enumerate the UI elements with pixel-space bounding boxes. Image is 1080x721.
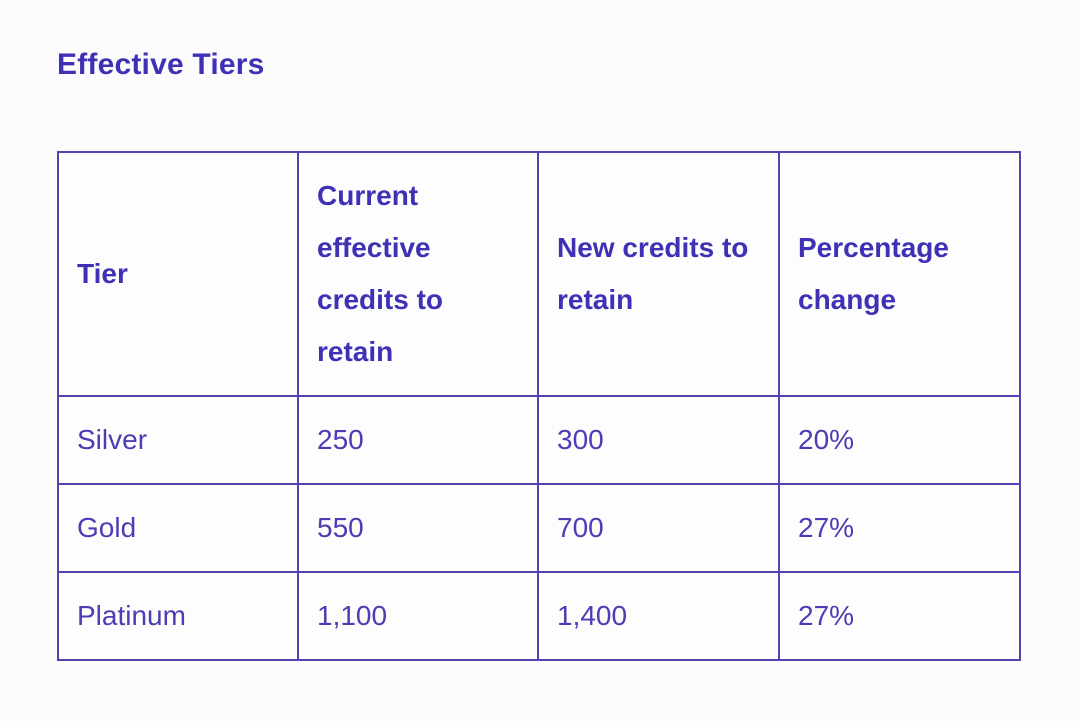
table-row-silver: Silver 250 300 20% (57, 395, 1021, 485)
cell-percentage-change: 20% (778, 395, 1021, 485)
cell-tier: Gold (57, 483, 299, 573)
effective-tiers-table: Tier Current effective credits to retain… (57, 151, 1021, 661)
table-row-gold: Gold 550 700 27% (57, 483, 1021, 573)
cell-percentage-change: 27% (778, 483, 1021, 573)
table-header-row: Tier Current effective credits to retain… (57, 151, 1021, 397)
page-title: Effective Tiers (57, 48, 265, 81)
column-header-percentage-change: Percentage change (778, 151, 1021, 397)
cell-current-credits: 250 (297, 395, 539, 485)
column-header-new-credits: New credits to retain (537, 151, 780, 397)
cell-current-credits: 550 (297, 483, 539, 573)
cell-tier: Silver (57, 395, 299, 485)
cell-current-credits: 1,100 (297, 571, 539, 661)
column-header-tier: Tier (57, 151, 299, 397)
cell-new-credits: 1,400 (537, 571, 780, 661)
column-header-current-credits: Current effective credits to retain (297, 151, 539, 397)
cell-tier: Platinum (57, 571, 299, 661)
table-row-platinum: Platinum 1,100 1,400 27% (57, 571, 1021, 661)
cell-new-credits: 300 (537, 395, 780, 485)
cell-new-credits: 700 (537, 483, 780, 573)
cell-percentage-change: 27% (778, 571, 1021, 661)
